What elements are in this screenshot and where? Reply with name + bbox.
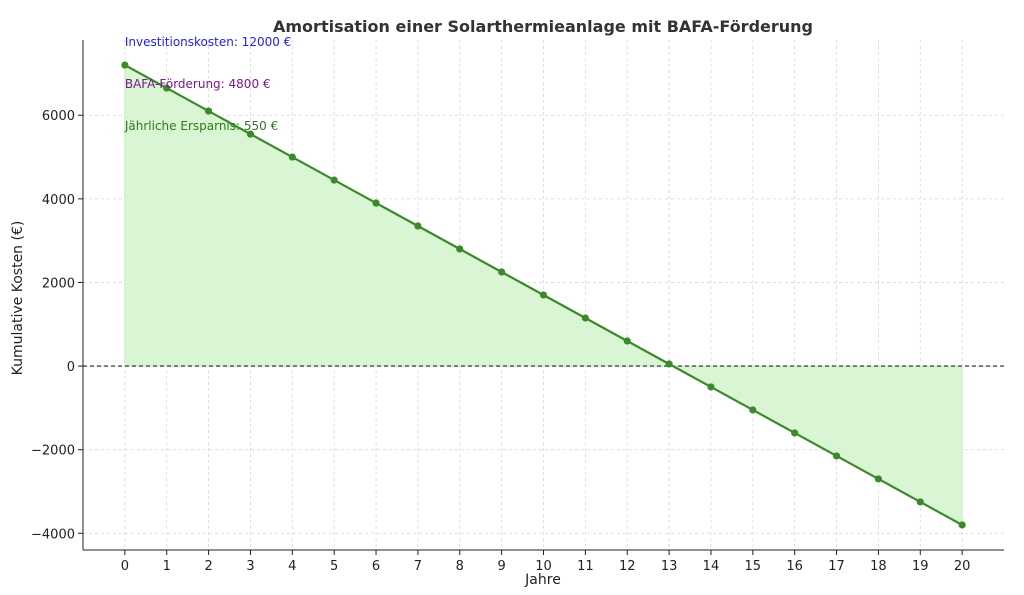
x-tick-label: 14 (703, 559, 720, 574)
x-tick-label: 0 (121, 559, 129, 574)
x-tick-label: 4 (288, 559, 296, 574)
data-point (707, 383, 715, 391)
x-tick-label: 12 (619, 559, 636, 574)
y-tick-label: 4000 (42, 193, 75, 208)
data-point (456, 245, 464, 253)
y-tick-label: 6000 (42, 109, 75, 124)
x-tick-label: 10 (535, 559, 552, 574)
data-point (832, 452, 841, 460)
y-tick-label: −2000 (31, 444, 75, 459)
y-tick-label: 2000 (42, 276, 75, 291)
data-point (665, 360, 673, 368)
x-tick-label: 2 (204, 559, 212, 574)
x-tick-label: 20 (954, 559, 971, 574)
chart-title: Amortisation einer Solarthermieanlage mi… (273, 17, 813, 36)
annotation-text: BAFA-Förderung: 4800 € (125, 77, 271, 91)
data-point (958, 521, 966, 529)
data-point (121, 61, 129, 69)
x-tick-label: 9 (497, 559, 505, 574)
y-tick-label: −4000 (31, 527, 75, 542)
data-point (372, 199, 380, 207)
axes: 0 1 2 3 4 5 6 7 8 9 10 11 12 13 14 15 16 17 18 19 20−4000−20… (31, 40, 1004, 574)
data-point (330, 176, 338, 184)
x-tick-label: 7 (414, 559, 422, 574)
x-tick-label: 11 (577, 559, 594, 574)
x-tick-label: 16 (786, 559, 803, 574)
x-tick-label: 8 (456, 559, 464, 574)
x-tick-label: 17 (828, 559, 845, 574)
y-axis-label: Kumulative Kosten (€) (10, 221, 26, 376)
data-point (791, 429, 799, 437)
data-point (498, 268, 506, 276)
data-point (288, 153, 296, 161)
data-point (874, 475, 883, 483)
x-tick-label: 6 (372, 559, 380, 574)
x-tick-label: 18 (870, 559, 887, 574)
y-tick-label: 0 (67, 360, 75, 375)
x-tick-label: 1 (163, 559, 171, 574)
x-axis-label: Jahre (524, 572, 561, 588)
data-point (246, 130, 255, 138)
annotation-text: Investitionskosten: 12000 € (125, 35, 291, 49)
annotations: Investitionskosten: 12000 € BAFA-Förderun… (124, 35, 291, 133)
data-point (414, 222, 422, 230)
plot-area (83, 61, 1004, 529)
x-tick-label: 19 (912, 559, 929, 574)
x-tick-label: 15 (745, 559, 762, 574)
x-tick-label: 13 (661, 559, 678, 574)
data-point (916, 498, 924, 506)
data-point (204, 107, 213, 115)
x-tick-label: 3 (246, 559, 254, 574)
data-point (539, 291, 548, 299)
data-point (623, 337, 631, 345)
x-tick-label: 5 (330, 559, 338, 574)
data-point (581, 314, 589, 322)
data-point (163, 84, 171, 92)
annotation-text: Jährliche Ersparnis: 550 € (124, 119, 278, 133)
data-point (749, 406, 757, 414)
